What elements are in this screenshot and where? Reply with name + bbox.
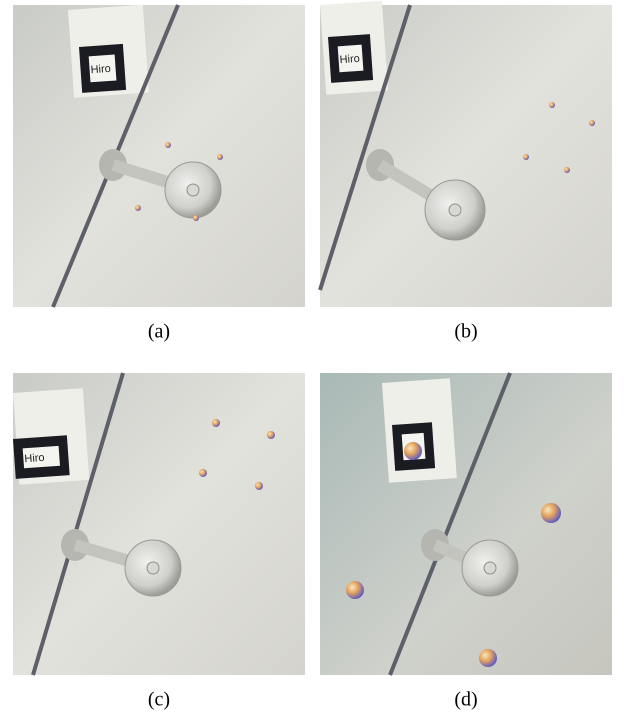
panel-caption: (b) <box>454 321 477 343</box>
panel <box>320 373 612 675</box>
marker-text: Hiro <box>24 452 45 465</box>
panel-caption: (a) <box>148 321 170 343</box>
panel: Hiro <box>13 5 305 307</box>
panel-caption: (d) <box>454 689 477 711</box>
virtual-sphere <box>549 102 555 108</box>
photo <box>320 373 612 675</box>
virtual-sphere <box>564 167 570 173</box>
virtual-sphere <box>267 431 275 439</box>
virtual-sphere <box>212 419 220 427</box>
virtual-sphere <box>541 503 561 523</box>
virtual-sphere <box>165 142 171 148</box>
virtual-sphere <box>217 154 223 160</box>
panel: Hiro <box>13 373 305 675</box>
marker-text: Hiro <box>339 53 360 66</box>
virtual-sphere <box>255 482 263 490</box>
virtual-sphere <box>193 215 199 221</box>
virtual-sphere <box>479 649 497 667</box>
knob-center <box>147 562 159 574</box>
virtual-sphere <box>346 581 364 599</box>
panel-caption: (c) <box>148 689 170 711</box>
virtual-sphere <box>589 120 595 126</box>
knob-center <box>449 204 461 216</box>
virtual-sphere <box>404 442 422 460</box>
figure: Hiro Hiro Hiro (a) (b) (c) (d) <box>0 0 628 713</box>
virtual-sphere <box>135 205 141 211</box>
panel: Hiro <box>320 1 612 307</box>
knob-center <box>484 562 496 574</box>
virtual-sphere <box>523 154 529 160</box>
virtual-sphere <box>199 469 207 477</box>
marker-text: Hiro <box>90 63 111 76</box>
knob-center <box>187 184 199 196</box>
